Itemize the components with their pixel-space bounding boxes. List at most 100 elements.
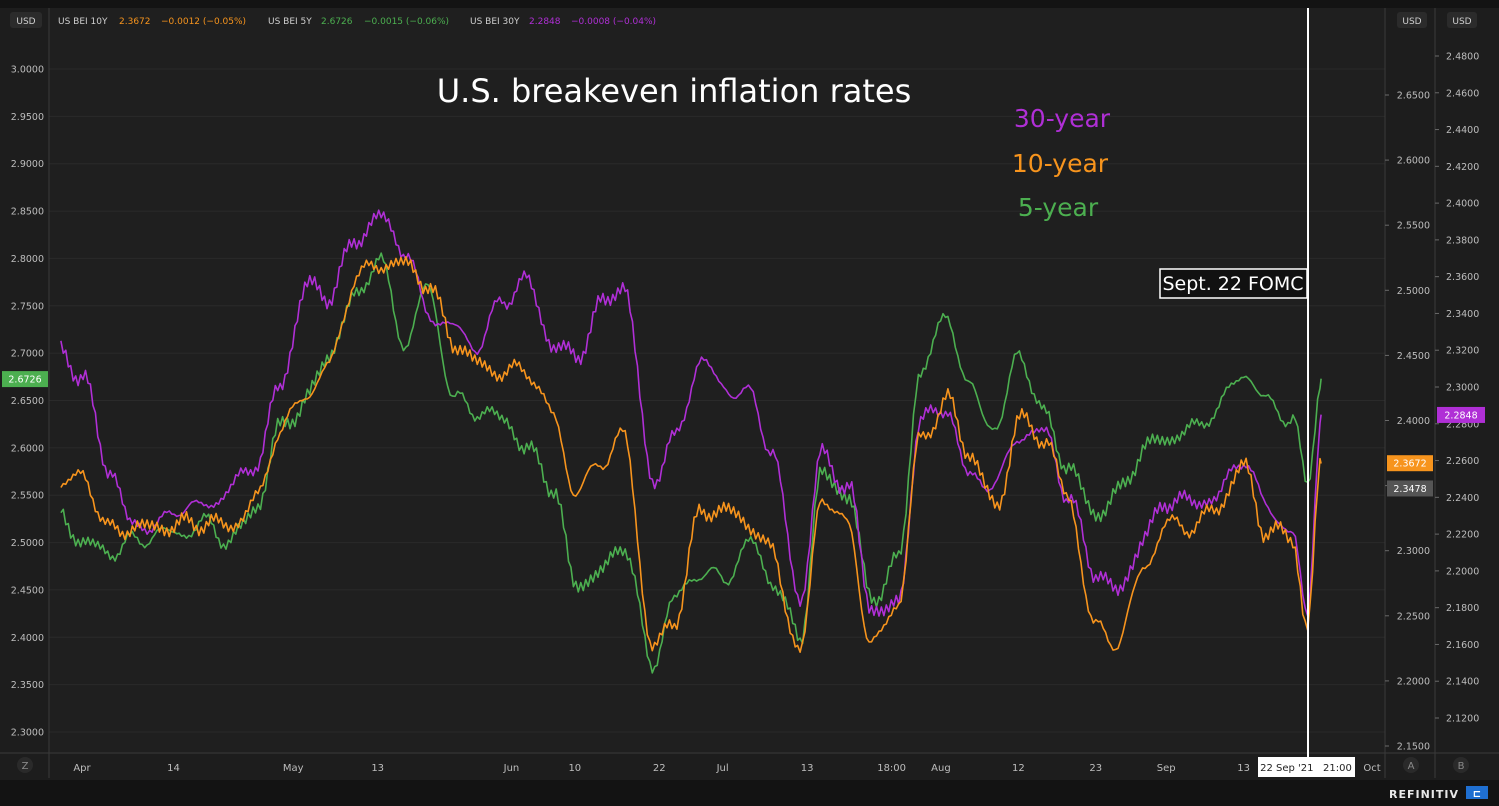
- series-line-30-year[interactable]: [60, 209, 1322, 617]
- log-scale-button[interactable]: [1453, 757, 1469, 773]
- right-tick-label: 2.2200: [1446, 530, 1479, 541]
- price-tag-label: 2.3478: [1393, 484, 1426, 495]
- mid-tick-label: 2.3000: [1397, 546, 1430, 557]
- left-axis-ticks: 3.0000 2.9500 2.9000 2.8500 2.8000 2.7500 2.70…: [11, 65, 44, 739]
- legend-10y-value: 2.3672: [119, 17, 151, 27]
- currency-badge-mid[interactable]: [1397, 12, 1427, 28]
- x-tick-label: 14: [167, 763, 180, 774]
- grid: [49, 68, 1385, 733]
- currency-left: USD: [16, 17, 35, 27]
- right-tick-label: 2.2600: [1446, 456, 1479, 467]
- left-tick-label: 2.3000: [11, 728, 44, 739]
- legend-5y-label[interactable]: US BEI 5Y: [268, 17, 312, 27]
- header-legend[interactable]: USD US BEI 10Y 2.3672 −0.0012 (−0.05%) U…: [10, 12, 1477, 28]
- left-tick-label: 2.6500: [11, 396, 44, 407]
- series-label-5-year: 5-year: [1018, 193, 1099, 222]
- x-tick-label: 10: [568, 763, 581, 774]
- currency-right: USD: [1452, 17, 1471, 27]
- auto-scale-button[interactable]: [1403, 757, 1419, 773]
- left-tick-label: 2.7000: [11, 349, 44, 360]
- right-tick-label: 2.1400: [1446, 677, 1479, 688]
- auto-scale-button-label: A: [1408, 761, 1415, 772]
- right-axis-ticks: 2.4800 2.4600 2.4400 2.4200 2.4000 2.3800 2.36…: [1435, 52, 1479, 725]
- mid-tick-label: 2.6000: [1397, 156, 1430, 167]
- x-tick-label: 23: [1089, 763, 1102, 774]
- price-tags: 2.6726 2.2848 2.3672 2.3478: [2, 371, 1485, 497]
- zoom-button-label: Z: [22, 761, 29, 772]
- x-tick-label: Oct: [1363, 763, 1380, 774]
- x-tick-label: May: [283, 763, 304, 774]
- x-tick-label: 13: [1237, 763, 1250, 774]
- mid-tick-label: 2.4500: [1397, 351, 1430, 362]
- currency-badge-right[interactable]: [1447, 12, 1477, 28]
- cursor-time-label: 22 Sep '21 21:00: [1260, 763, 1352, 774]
- brand-logo-icon: [1466, 786, 1488, 799]
- x-tick-label: Apr: [73, 763, 91, 774]
- left-tick-label: 2.8500: [11, 207, 44, 218]
- left-tick-label: 2.9000: [11, 159, 44, 170]
- zoom-button[interactable]: [17, 757, 33, 773]
- mid-tick-label: 2.6500: [1397, 91, 1430, 102]
- right-tick-label: 2.1600: [1446, 640, 1479, 651]
- currency-badge-left[interactable]: [10, 12, 42, 28]
- right-tick-label: 2.3400: [1446, 309, 1479, 320]
- right-tick-label: 2.1800: [1446, 603, 1479, 614]
- left-tick-label: 2.4000: [11, 633, 44, 644]
- legend-10y-label[interactable]: US BEI 10Y: [58, 17, 108, 27]
- x-tick-label: Aug: [931, 763, 951, 774]
- series-line-5-year[interactable]: [60, 252, 1322, 674]
- x-tick-label: 18:00: [877, 763, 906, 774]
- left-tick-label: 2.6000: [11, 443, 44, 454]
- brand-logo-text: REFINITIV: [1389, 788, 1459, 801]
- left-tick-label: 3.0000: [11, 65, 44, 76]
- price-tag-mid: [1387, 480, 1433, 497]
- plot-area[interactable]: [49, 8, 1385, 753]
- fomc-annotation-label: Sept. 22 FOMC: [1162, 273, 1303, 295]
- x-tick-label: 13: [801, 763, 814, 774]
- legend-5y-change: −0.0015 (−0.06%): [364, 17, 449, 27]
- legend-10y-change: −0.0012 (−0.05%): [161, 17, 246, 27]
- brand-logo-icon-glyph: ⊏: [1473, 789, 1481, 800]
- mid-tick-label: 2.1500: [1397, 742, 1430, 753]
- series-line-10-year[interactable]: [60, 256, 1322, 653]
- series-label-30-year: 30-year: [1014, 104, 1111, 133]
- x-tick-label: Jun: [503, 763, 520, 774]
- price-tag-mid: [1387, 455, 1433, 472]
- mid-tick-label: 2.4000: [1397, 416, 1430, 427]
- left-tick-label: 2.5500: [11, 491, 44, 502]
- right-tick-label: 2.4800: [1446, 52, 1479, 63]
- mid-tick-label: 2.2000: [1397, 676, 1430, 687]
- x-tick-label: 22: [653, 763, 666, 774]
- x-tick-label: 13: [371, 763, 384, 774]
- right-tick-label: 2.4000: [1446, 199, 1479, 210]
- series-layer: [60, 209, 1322, 674]
- legend-5y-value: 2.6726: [321, 17, 353, 27]
- price-tag-label: 2.6726: [8, 375, 41, 386]
- currency-mid: USD: [1402, 17, 1421, 27]
- price-tag-label: 2.2848: [1444, 410, 1477, 421]
- legend-30y-change: −0.0008 (−0.04%): [571, 17, 656, 27]
- left-tick-label: 2.5000: [11, 538, 44, 549]
- price-tag-label: 2.3672: [1393, 459, 1426, 470]
- x-tick-label: 12: [1012, 763, 1025, 774]
- left-tick-label: 2.3500: [11, 680, 44, 691]
- price-tag-left: [2, 371, 48, 388]
- right-tick-label: 2.4400: [1446, 125, 1479, 136]
- right-tick-label: 2.3600: [1446, 272, 1479, 283]
- chart-title: U.S. breakeven inflation rates: [437, 72, 912, 110]
- right-tick-label: 2.4600: [1446, 88, 1479, 99]
- left-tick-label: 2.4500: [11, 585, 44, 596]
- series-label-10-year: 10-year: [1012, 149, 1109, 178]
- right-tick-label: 2.2000: [1446, 566, 1479, 577]
- legend-30y-label[interactable]: US BEI 30Y: [470, 17, 520, 27]
- price-tag-right: [1437, 406, 1485, 423]
- cursor-time-box: [1258, 757, 1355, 777]
- mid-tick-label: 2.5500: [1397, 221, 1430, 232]
- right-tick-label: 2.3200: [1446, 346, 1479, 357]
- right-tick-label: 2.1200: [1446, 714, 1479, 725]
- left-tick-label: 2.7500: [11, 301, 44, 312]
- mid-tick-label: 2.2500: [1397, 611, 1430, 622]
- x-axis-ticks: Apr 14 May 13 Jun 10 22 Jul 13 18:00 Aug 12 23 Sep 13 O…: [73, 763, 1380, 774]
- x-tick-label: Jul: [716, 763, 729, 774]
